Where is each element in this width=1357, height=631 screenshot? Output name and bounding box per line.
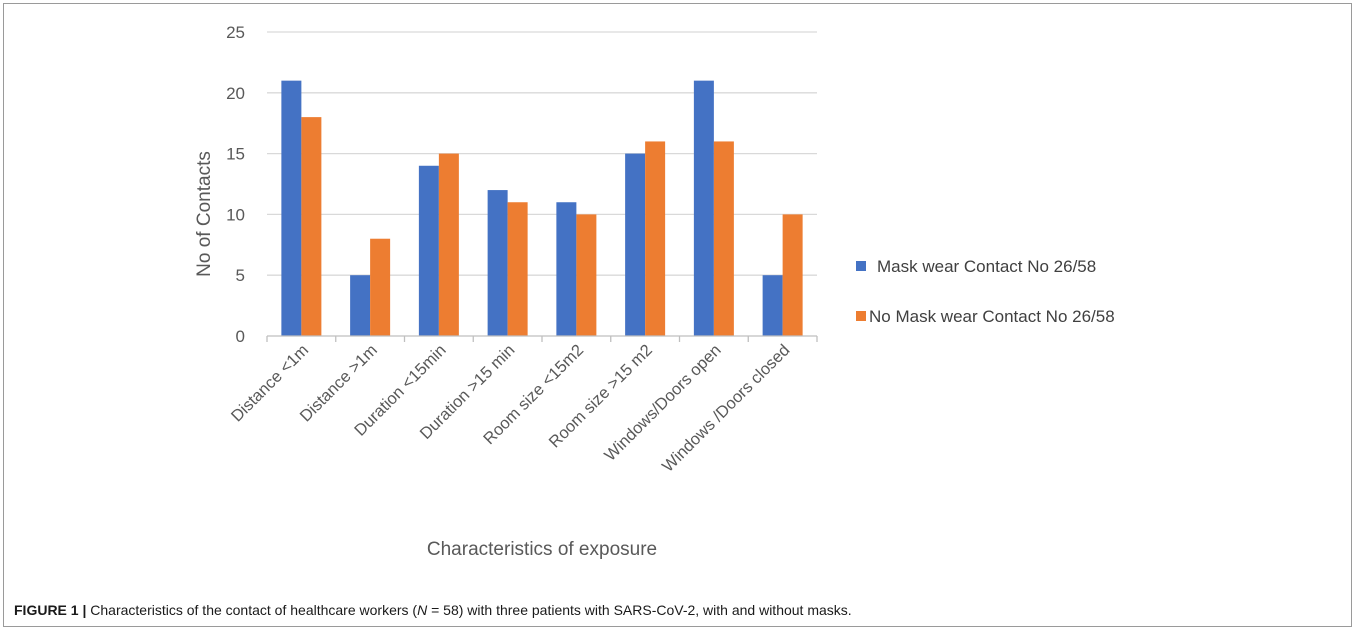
legend-swatch: [856, 261, 866, 271]
y-axis-ticks: 0 5 10 15 20 25: [226, 23, 245, 346]
caption-label: FIGURE 1 |: [14, 602, 87, 618]
figure-frame: [3, 3, 1352, 627]
legend: Mask wear Contact No 26/58 No Mask wear C…: [856, 257, 1115, 326]
bar-no-mask-wear: [301, 117, 322, 337]
bar-mask-wear: [487, 190, 508, 336]
caption-text-start: Characteristics of the contact of health…: [86, 602, 418, 618]
y-tick-label: 5: [236, 266, 245, 285]
bar-mask-wear: [556, 202, 577, 336]
caption-text-end: = 58) with three patients with SARS-CoV-…: [427, 602, 852, 618]
bar-no-mask-wear: [782, 214, 803, 336]
bar-no-mask-wear: [576, 214, 597, 336]
y-tick-label: 0: [236, 327, 245, 346]
bar-mask-wear: [418, 165, 439, 336]
bar-no-mask-wear: [438, 153, 459, 336]
y-tick-label: 15: [226, 145, 245, 164]
y-tick-label: 25: [226, 23, 245, 42]
bars: [281, 80, 803, 337]
bar-mask-wear: [625, 153, 646, 336]
bar-mask-wear: [693, 80, 714, 336]
y-tick-label: 20: [226, 84, 245, 103]
bar-mask-wear: [350, 275, 371, 336]
bar-no-mask-wear: [507, 202, 528, 336]
bar-no-mask-wear: [645, 141, 666, 336]
legend-swatch: [856, 311, 866, 321]
figure-caption: FIGURE 1 | Characteristics of the contac…: [14, 602, 852, 618]
x-axis: [266, 335, 818, 342]
bar-mask-wear: [762, 275, 783, 336]
x-tick-label: Windows/Doors open: [601, 341, 725, 465]
bar-no-mask-wear: [713, 141, 734, 336]
bar-no-mask-wear: [370, 238, 391, 336]
x-tick-label: Windows /Doors closed: [659, 341, 794, 476]
y-axis-title: No of Contacts: [194, 151, 215, 277]
y-tick-label: 10: [226, 205, 245, 224]
x-axis-title: Characteristics of exposure: [427, 539, 657, 560]
caption-italic-n: N: [417, 602, 428, 618]
bar-mask-wear: [281, 80, 302, 336]
legend-label: Mask wear Contact No 26/58: [877, 257, 1096, 276]
gridlines: [267, 31, 817, 276]
legend-label: No Mask wear Contact No 26/58: [869, 307, 1115, 326]
